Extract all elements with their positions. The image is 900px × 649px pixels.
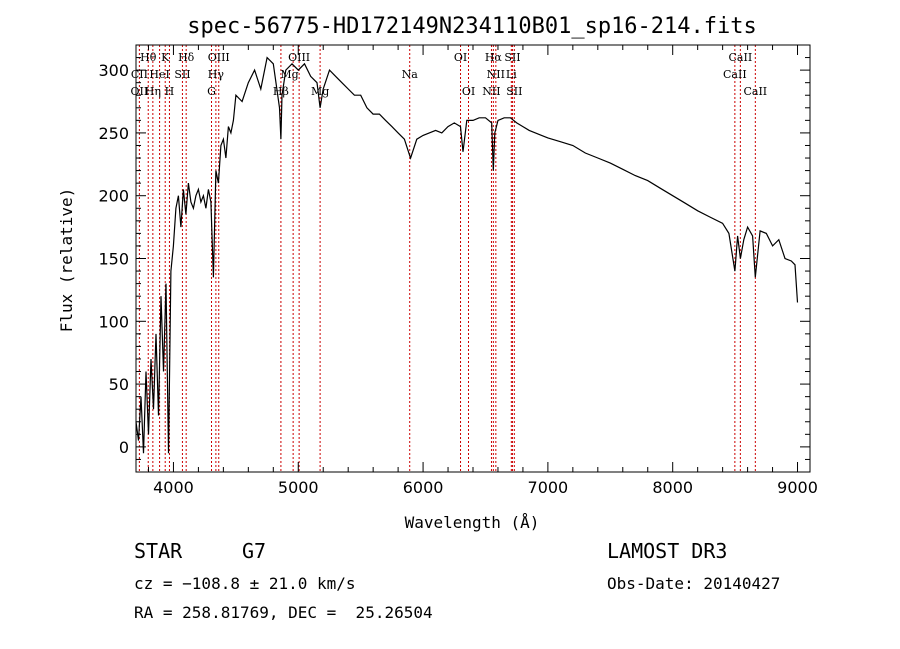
y-tick-label-6: 300 <box>98 61 129 80</box>
x-tick-label-5: 9000 <box>777 478 818 497</box>
chart-title: spec-56775-HD172149N234110B01_sp16-214.f… <box>187 14 757 39</box>
line-label-24: OI <box>462 85 475 98</box>
line-label-13: Hγ <box>208 68 225 81</box>
x-axis-ticks: 4000 5000 6000 7000 8000 9000 <box>147 45 818 497</box>
line-label-27: CaII <box>743 85 767 98</box>
y-tick-label-5: 250 <box>98 124 129 143</box>
x-axis-label: Wavelength (Å) <box>405 513 540 532</box>
y-tick-label-2: 100 <box>98 312 129 331</box>
x-tick-label-1: 5000 <box>278 478 319 497</box>
y-tick-label-3: 150 <box>98 250 129 269</box>
line-label-4: OIII <box>288 51 310 64</box>
spectral-line-markers <box>138 45 756 472</box>
redshift-velocity: cz = −108.8 ± 21.0 km/s <box>134 574 356 593</box>
line-label-5: Na <box>402 68 419 81</box>
line-label-11: HeI <box>149 68 169 81</box>
y-tick-label-4: 200 <box>98 187 129 206</box>
line-label-18: OII <box>131 85 149 98</box>
line-label-25: NII <box>482 85 500 98</box>
object-class: STAR <box>134 539 183 563</box>
line-label-21: G <box>207 85 216 98</box>
survey-name: LAMOST DR3 <box>607 539 728 563</box>
line-label-26: SII <box>506 85 522 98</box>
object-subclass: G7 <box>242 539 267 563</box>
y-axis-label: Flux (relative) <box>57 188 76 333</box>
line-label-17: CaII <box>723 68 747 81</box>
line-label-0: Hθ <box>140 51 157 64</box>
line-label-14: Mg <box>280 68 298 81</box>
line-label-12: SII <box>174 68 190 81</box>
line-label-22: Hβ <box>273 85 289 98</box>
observation-date: Obs-Date: 20140427 <box>607 574 781 593</box>
line-label-7: Hα <box>485 51 503 64</box>
y-tick-label-0: 0 <box>119 438 129 457</box>
line-label-20: H <box>165 85 175 98</box>
line-label-8: SII <box>504 51 520 64</box>
line-label-16: Li <box>506 68 517 81</box>
x-tick-label-0: 4000 <box>153 478 194 497</box>
line-label-10: CII <box>131 68 148 81</box>
line-label-1: K <box>161 51 170 64</box>
x-tick-label-2: 6000 <box>403 478 444 497</box>
line-label-15: NII <box>487 68 505 81</box>
line-label-19: Hη <box>145 85 161 98</box>
plot-frame <box>135 44 811 473</box>
line-label-2: Hδ <box>178 51 195 64</box>
line-label-3: OIII <box>208 51 230 64</box>
line-label-9: CaII <box>729 51 753 64</box>
y-axis-ticks: 0 50 100 150 200 250 300 <box>98 57 810 460</box>
line-label-23: Mg <box>311 85 329 98</box>
y-tick-label-1: 50 <box>109 375 129 394</box>
flux-series-line <box>135 56 799 454</box>
sky-coordinates: RA = 258.81769, DEC = 25.26504 <box>134 603 433 622</box>
x-tick-label-4: 8000 <box>652 478 693 497</box>
x-tick-label-3: 7000 <box>528 478 569 497</box>
line-label-6: OI <box>454 51 467 64</box>
